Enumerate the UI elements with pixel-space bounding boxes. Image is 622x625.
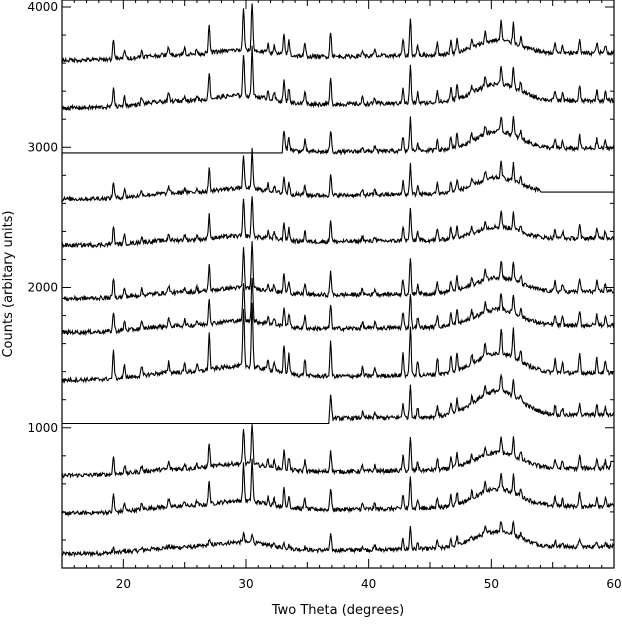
y-tick-label: 2000 xyxy=(27,281,58,295)
y-tick-label: 4000 xyxy=(27,0,58,14)
series-line-3 xyxy=(61,424,614,479)
series-line-10 xyxy=(62,116,615,156)
plot-area xyxy=(61,0,615,569)
series-line-6 xyxy=(61,277,615,337)
y-axis-label: Counts (arbitary units) xyxy=(1,210,16,357)
y-tick-label: 3000 xyxy=(27,140,58,154)
x-axis-ticks: 20 30 40 50 60 xyxy=(61,0,622,591)
series-line-4 xyxy=(62,373,615,425)
series-line-2 xyxy=(61,458,615,518)
x-tick-label: 30 xyxy=(238,577,253,591)
series-line-8 xyxy=(61,196,615,249)
x-axis-label: Two Theta (degrees) xyxy=(271,603,404,618)
x-tick-label: 20 xyxy=(116,577,131,591)
series-line-9 xyxy=(61,147,614,203)
series-line-11 xyxy=(61,45,615,112)
x-tick-label: 50 xyxy=(484,577,499,591)
series-line-7 xyxy=(62,241,615,302)
series-layer xyxy=(61,3,615,558)
series-line-12 xyxy=(61,3,615,64)
x-tick-label: 60 xyxy=(606,577,621,591)
y-tick-label: 1000 xyxy=(27,421,58,435)
series-line-1 xyxy=(61,519,615,558)
y-axis-ticks: 1000 2000 3000 4000 xyxy=(27,0,614,569)
x-tick-label: 40 xyxy=(361,577,376,591)
series-line-5 xyxy=(61,302,615,384)
